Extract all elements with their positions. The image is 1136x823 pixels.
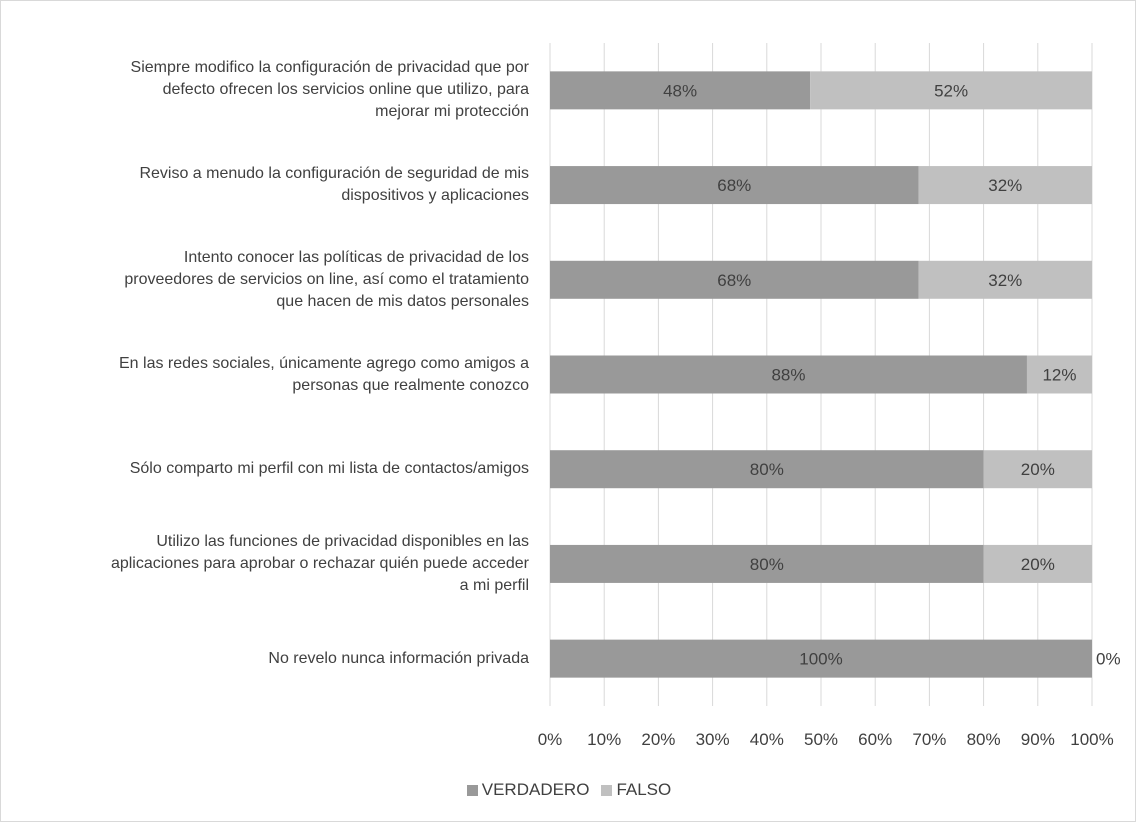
- x-tick-label: 90%: [1021, 730, 1055, 749]
- data-label-verdadero-6: 80%: [750, 555, 784, 574]
- category-label-line: Reviso a menudo la configuración de segu…: [139, 165, 529, 183]
- category-label-line: En las redes sociales, únicamente agrego…: [119, 354, 529, 372]
- category-label-line: No revelo nunca información privada: [268, 649, 529, 667]
- bar-verdadero-4: [550, 355, 1027, 394]
- bar-falso-1: [810, 71, 1092, 110]
- category-label-line: Utilizo las funciones de privacidad disp…: [156, 532, 529, 550]
- bar-falso-2: [918, 166, 1092, 205]
- category-label-1: Siempre modifico la configuración de pri…: [0, 57, 529, 123]
- x-tick-label: 0%: [538, 730, 563, 749]
- bar-verdadero-3: [550, 260, 919, 299]
- data-label-falso-2: 32%: [988, 176, 1022, 195]
- x-tick-label: 100%: [1070, 730, 1113, 749]
- x-tick-label: 50%: [804, 730, 838, 749]
- data-label-falso-4: 12%: [1042, 366, 1076, 385]
- category-label-line: dispositivos y aplicaciones: [341, 187, 529, 205]
- x-tick-label: 70%: [912, 730, 946, 749]
- x-tick-label: 80%: [967, 730, 1001, 749]
- category-label-2: Reviso a menudo la configuración de segu…: [0, 163, 529, 207]
- data-label-falso-6: 20%: [1021, 555, 1055, 574]
- legend-item-falso: FALSO: [601, 780, 671, 800]
- category-label-line: proveedores de servicios on line, así co…: [124, 270, 529, 288]
- bar-verdadero-1: [550, 71, 811, 110]
- bar-falso-5: [983, 450, 1092, 489]
- bar-falso-6: [983, 544, 1092, 583]
- category-label-5: Sólo comparto mi perfil con mi lista de …: [0, 458, 529, 480]
- category-label-line: defecto ofrecen los servicios online que…: [162, 81, 529, 99]
- category-label-4: En las redes sociales, únicamente agrego…: [0, 353, 529, 397]
- category-label-6: Utilizo las funciones de privacidad disp…: [0, 531, 529, 597]
- chart-legend: VERDADERO FALSO: [1, 780, 1136, 800]
- category-label-3: Intento conocer las políticas de privaci…: [0, 247, 529, 313]
- data-label-verdadero-1: 48%: [663, 81, 697, 100]
- category-label-line: mejorar mi protección: [375, 103, 529, 121]
- category-label-line: que hacen de mis datos personales: [276, 292, 529, 310]
- category-label-line: Intento conocer las políticas de privaci…: [183, 248, 529, 266]
- data-label-falso-5: 20%: [1021, 460, 1055, 479]
- x-tick-label: 60%: [858, 730, 892, 749]
- bar-falso-3: [918, 260, 1092, 299]
- category-label-7: No revelo nunca información privada: [0, 648, 529, 670]
- category-label-line: aplicaciones para aprobar o rechazar qui…: [110, 554, 529, 572]
- bar-falso-4: [1026, 355, 1092, 394]
- category-label-line: Sólo comparto mi perfil con mi lista de …: [129, 460, 529, 478]
- data-label-verdadero-7: 100%: [799, 650, 842, 669]
- data-label-verdadero-3: 68%: [717, 271, 751, 290]
- x-tick-label: 30%: [696, 730, 730, 749]
- bar-verdadero-2: [550, 166, 919, 205]
- legend-label-verdadero: VERDADERO: [481, 780, 590, 799]
- legend-swatch-falso: [601, 784, 613, 796]
- x-tick-label: 20%: [641, 730, 675, 749]
- bar-verdadero-6: [550, 544, 984, 583]
- data-label-falso-1: 52%: [934, 81, 968, 100]
- legend-label-falso: FALSO: [616, 780, 672, 799]
- category-label-line: a mi perfil: [459, 576, 529, 594]
- category-label-line: personas que realmente conozco: [292, 376, 529, 394]
- data-label-falso-3: 32%: [988, 271, 1022, 290]
- category-label-line: Siempre modifico la configuración de pri…: [130, 59, 529, 77]
- x-tick-label: 10%: [587, 730, 621, 749]
- data-label-falso-7: 0%: [1096, 650, 1121, 669]
- legend-item-verdadero: VERDADERO: [466, 780, 590, 800]
- bar-verdadero-7: [550, 639, 1092, 678]
- legend-swatch-verdadero: [466, 784, 478, 796]
- x-tick-label: 40%: [750, 730, 784, 749]
- data-label-verdadero-2: 68%: [717, 176, 751, 195]
- data-label-verdadero-5: 80%: [750, 460, 784, 479]
- bar-verdadero-5: [550, 450, 984, 489]
- data-label-verdadero-4: 88%: [771, 366, 805, 385]
